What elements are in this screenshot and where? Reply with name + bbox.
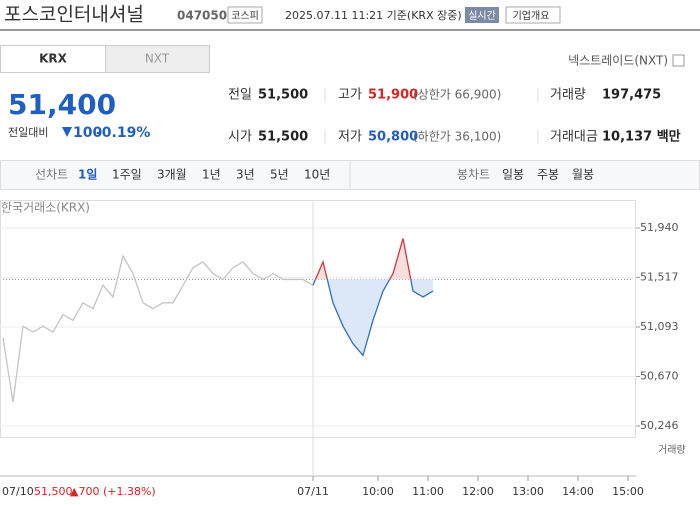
period-option[interactable]: 월봉 [572, 168, 594, 182]
stat-label: 저가 [338, 130, 362, 145]
stat-label: 전일 [228, 88, 252, 103]
stat-value: 51,500 [258, 130, 308, 145]
period-option[interactable]: 주봉 [537, 168, 559, 182]
tab-label[interactable]: KRX [39, 52, 68, 66]
period-option[interactable]: 5년 [270, 168, 289, 182]
period-option[interactable]: 일봉 [502, 168, 524, 182]
area-below [313, 279, 433, 356]
change-pct: -0.19% [96, 125, 150, 141]
period-option[interactable]: 3년 [236, 168, 255, 182]
down-arrow [62, 127, 72, 137]
stat-value: 51,900 [368, 88, 418, 103]
chart-source: 한국거래소(KRX) [1, 201, 90, 215]
current-price: 51,400 [8, 88, 116, 121]
stock-code: 047050 [177, 9, 227, 23]
plot-frame [0, 200, 636, 438]
x-tick-label: 12:00 [462, 485, 494, 498]
market-badge [227, 6, 263, 24]
realtime-badge [465, 7, 499, 23]
nxt-link[interactable]: 넥스트레이드(NXT) [568, 54, 668, 68]
market: 코스피 [231, 10, 259, 22]
realtime: 실시간 [468, 10, 496, 22]
company-button[interactable] [505, 6, 561, 24]
tab-label[interactable]: NXT [145, 52, 170, 66]
tab-krx[interactable] [0, 45, 106, 73]
y-tick-label: 50,246 [640, 419, 679, 432]
x-tick-label: 07/11 [297, 485, 329, 498]
area-above [315, 238, 411, 280]
change: 100 [73, 125, 102, 141]
stat-value: 51,500 [258, 88, 308, 103]
stat-note: (하한가 36,100) [413, 130, 501, 144]
x-tick-label: 13:00 [512, 485, 544, 498]
x-tick-label: 10:00 [362, 485, 394, 498]
period-option[interactable]: 3개월 [157, 168, 187, 182]
stat-label: 고가 [338, 88, 362, 103]
stock-name: 포스코인터내셔널 [4, 4, 144, 26]
stat-note: (상한가 66,900) [413, 88, 501, 102]
line [2, 254, 314, 403]
x-tick-label: 14:00 [562, 485, 594, 498]
tab-nxt[interactable] [105, 45, 210, 73]
company-button-label[interactable]: 기업개요 [513, 9, 550, 22]
datetime: 2025.07.11 11:21 기준(KRX 장중) [285, 9, 462, 22]
y-tick-label: 51,940 [640, 221, 679, 234]
prev-change: ▲700 (+1.38%) [70, 485, 156, 498]
volume-label: 거래량 [658, 444, 686, 456]
stat-label: 시가 [228, 130, 252, 145]
x-tick-label: 15:00 [612, 485, 644, 498]
change-label: 전일대비 [8, 125, 48, 139]
line [312, 279, 434, 357]
prev-price: 51,500 [34, 485, 73, 498]
stat-value: 197,475 [602, 88, 661, 103]
y-tick-label: 51,517 [640, 270, 679, 283]
y-tick-label: 50,670 [640, 369, 679, 382]
prev-date: 07/10 [2, 485, 34, 498]
help-icon[interactable] [672, 54, 685, 67]
period-label: 선차트 [35, 168, 68, 182]
period-option[interactable]: 1일 [78, 168, 97, 182]
stat-label: 거래량 [550, 88, 586, 103]
stat-value: 50,800 [368, 130, 418, 145]
period-option[interactable]: 1주일 [112, 168, 142, 182]
y-tick-label: 51,093 [640, 320, 679, 333]
period-label: 봉차트 [457, 168, 490, 182]
period-option[interactable]: 10년 [304, 168, 330, 182]
stat-label: 거래대금 [550, 130, 598, 145]
stat-value: 10,137 백만 [602, 129, 681, 145]
period-option[interactable]: 1년 [202, 168, 221, 182]
x-tick-label: 11:00 [412, 485, 444, 498]
